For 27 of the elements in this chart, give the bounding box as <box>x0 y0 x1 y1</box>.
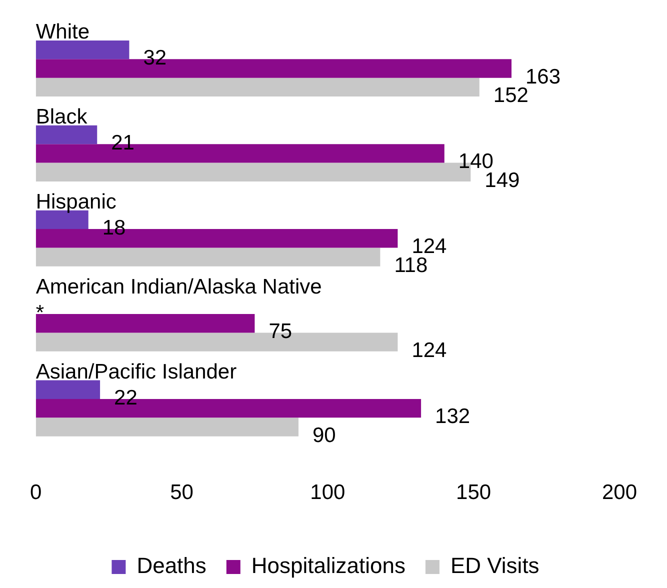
data-label: 152 <box>493 84 528 107</box>
x-tick-label: 200 <box>602 481 638 504</box>
data-label: 163 <box>526 65 561 88</box>
data-label: 75 <box>268 320 292 344</box>
data-label: 90 <box>312 424 336 447</box>
bar <box>36 248 380 266</box>
x-tick-label: 0 <box>30 481 42 504</box>
bar <box>36 418 298 436</box>
legend-label: Hospitalizations <box>251 553 406 578</box>
x-tick-label: 50 <box>170 481 194 504</box>
legend-label: Deaths <box>136 553 206 578</box>
text: * <box>36 301 44 324</box>
x-tick-label: 150 <box>456 481 492 504</box>
y-tick-label: White <box>36 20 90 44</box>
y-tick-label: American Indian/Alaska Native <box>36 276 322 299</box>
legend-label: ED Visits <box>450 553 540 578</box>
bar <box>36 125 98 144</box>
bar <box>36 380 100 399</box>
data-label: 132 <box>435 405 470 428</box>
bar <box>36 78 480 97</box>
bar <box>36 40 130 60</box>
data-label: 124 <box>412 338 448 362</box>
y-tick-label: Hispanic <box>36 190 116 214</box>
x-tick-label: 100 <box>310 481 346 504</box>
bar <box>36 314 255 333</box>
y-tick-label: Asian/Pacific Islander <box>36 360 237 384</box>
y-tick-label: Black <box>36 106 88 129</box>
